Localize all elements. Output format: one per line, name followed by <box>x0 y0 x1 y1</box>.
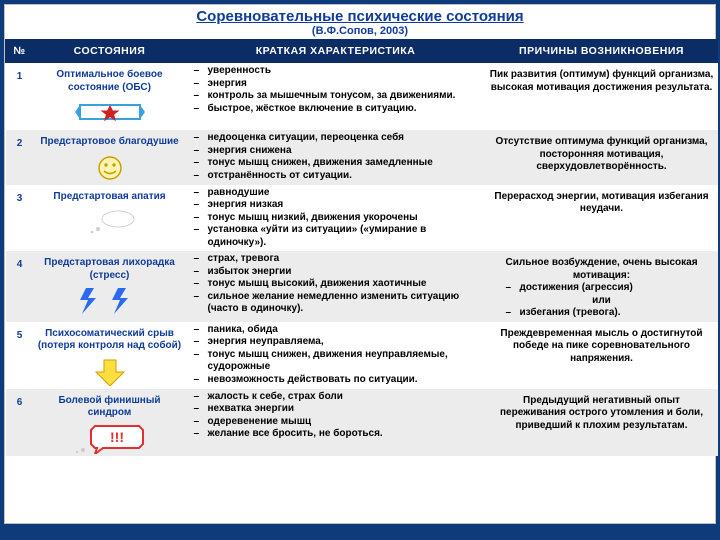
svg-text:!!!: !!! <box>110 429 124 445</box>
row-num: 1 <box>6 63 34 130</box>
title-block: Соревновательные психические состояния (… <box>5 5 715 39</box>
content-sheet: Соревновательные психические состояния (… <box>4 4 716 524</box>
bullet: страх, тревога <box>194 253 482 266</box>
bullet: контроль за мышечным тонусом, за движени… <box>194 90 482 103</box>
bullet: невозможность действовать по ситуации. <box>194 374 482 387</box>
bullet: энергия низкая <box>194 199 482 212</box>
bullet: избыток энергии <box>194 266 482 279</box>
cause-line: избегания (тревога). <box>506 307 714 320</box>
exclaim-bubble-icon: !!! <box>38 424 182 454</box>
bullet: энергия <box>194 78 482 91</box>
row-cause: Предыдущий негативный опыт переживания о… <box>486 389 718 456</box>
row-num: 2 <box>6 130 34 185</box>
cause-line: достижения (агрессия) <box>506 282 714 295</box>
row-cause: Отсутствие оптимума функций организма, п… <box>486 130 718 185</box>
bullet: быстрое, жёсткое включение в ситуацию. <box>194 103 482 116</box>
page-root: Соревновательные психические состояния (… <box>0 0 720 540</box>
col-cause: ПРИЧИНЫ ВОЗНИКНОВЕНИЯ <box>486 39 718 63</box>
col-char: КРАТКАЯ ХАРАКТЕРИСТИКА <box>186 39 486 63</box>
row-cause: Преждевременная мысль о достигнутой побе… <box>486 322 718 389</box>
states-table: № СОСТОЯНИЯ КРАТКАЯ ХАРАКТЕРИСТИКА ПРИЧИ… <box>5 39 718 456</box>
table-row: 5 Психосоматический срыв (потеря контрол… <box>6 322 718 389</box>
bullet: равнодушие <box>194 187 482 200</box>
row-cause: Перерасход энергии, мотивация избегания … <box>486 185 718 252</box>
bullet: желание все бросить, не бороться. <box>194 428 482 441</box>
title-main: Соревновательные психические состояния <box>5 8 715 25</box>
row-state: Психосоматический срыв (потеря контроля … <box>34 322 186 389</box>
table-row: 6 Болевой финишный синдром !!! <box>6 389 718 456</box>
bullet: сильное желание немедленно изменить ситу… <box>194 291 482 316</box>
row-characteristics: равнодушие энергия низкая тонус мышц низ… <box>186 185 486 252</box>
bullet: отстранённость от ситуации. <box>194 170 482 183</box>
row-characteristics: уверенность энергия контроль за мышечным… <box>186 63 486 130</box>
row-state: Оптимальное боевое состояние (ОБС) <box>34 63 186 130</box>
state-name: Оптимальное боевое состояние (ОБС) <box>38 69 182 94</box>
bullet: энергия снижена <box>194 145 482 158</box>
row-state: Болевой финишный синдром !!! <box>34 389 186 456</box>
bolt-pair-icon <box>38 286 182 316</box>
bullet: нехватка энергии <box>194 403 482 416</box>
down-arrow-icon <box>38 357 182 387</box>
state-name: Психосоматический срыв (потеря контроля … <box>38 328 182 353</box>
state-name: Болевой финишный синдром <box>38 395 182 420</box>
smile-face-icon <box>38 153 182 183</box>
bullet: тонус мышц снижен, движения неуправляемы… <box>194 349 482 374</box>
bullet: жалость к себе, страх боли <box>194 391 482 404</box>
row-num: 6 <box>6 389 34 456</box>
state-name: Предстартовая апатия <box>38 191 182 204</box>
row-state: Предстартовое благодушие <box>34 130 186 185</box>
star-banner-icon <box>38 98 182 128</box>
row-num: 5 <box>6 322 34 389</box>
col-num: № <box>6 39 34 63</box>
cloud-dots-icon <box>38 207 182 237</box>
row-num: 3 <box>6 185 34 252</box>
table-row: 4 Предстартовая лихорадка (стресс) стр <box>6 251 718 322</box>
table-row: 2 Предстартовое благодушие <box>6 130 718 185</box>
col-state: СОСТОЯНИЯ <box>34 39 186 63</box>
row-state: Предстартовая апатия <box>34 185 186 252</box>
row-characteristics: паника, обида энергия неуправляема, тону… <box>186 322 486 389</box>
table-row: 3 Предстартовая апатия <box>6 185 718 252</box>
title-sub: (В.Ф.Сопов, 2003) <box>5 25 715 37</box>
table-header: № СОСТОЯНИЯ КРАТКАЯ ХАРАКТЕРИСТИКА ПРИЧИ… <box>6 39 718 63</box>
bullet: уверенность <box>194 65 482 78</box>
bullet: тонус мышц снижен, движения замедленные <box>194 157 482 170</box>
state-name: Предстартовое благодушие <box>38 136 182 149</box>
row-characteristics: страх, тревога избыток энергии тонус мыш… <box>186 251 486 322</box>
row-state: Предстартовая лихорадка (стресс) <box>34 251 186 322</box>
table-row: 1 Оптимальное боевое состояние (ОБС) <box>6 63 718 130</box>
row-cause: Пик развития (оптимум) функций организма… <box>486 63 718 130</box>
state-name: Предстартовая лихорадка (стресс) <box>38 257 182 282</box>
bullet: тонус мышц низкий, движения укорочены <box>194 212 482 225</box>
row-num: 4 <box>6 251 34 322</box>
row-characteristics: жалость к себе, страх боли нехватка энер… <box>186 389 486 456</box>
row-cause: Сильное возбуждение, очень высокая мотив… <box>486 251 718 322</box>
row-characteristics: недооценка ситуации, переоценка себя эне… <box>186 130 486 185</box>
bullet: тонус мышц высокий, движения хаотичные <box>194 278 482 291</box>
bullet: энергия неуправляема, <box>194 336 482 349</box>
cause-line: Сильное возбуждение, очень высокая мотив… <box>490 257 714 282</box>
bullet: установка «уйти из ситуации» («умирание … <box>194 224 482 249</box>
bullet: одеревенение мышц <box>194 416 482 429</box>
cause-line: или <box>490 295 714 308</box>
bullet: паника, обида <box>194 324 482 337</box>
bullet: недооценка ситуации, переоценка себя <box>194 132 482 145</box>
